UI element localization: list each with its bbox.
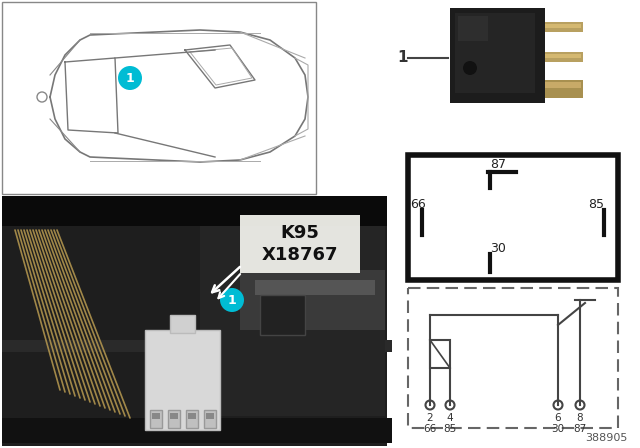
Bar (545, 82, 581, 88)
Circle shape (575, 401, 584, 409)
Bar (240, 215, 360, 273)
Bar (204, 410, 216, 428)
Text: 1: 1 (125, 72, 134, 85)
Bar (545, 54, 581, 58)
Circle shape (118, 66, 142, 90)
Text: 87: 87 (490, 158, 506, 171)
Bar (200, 226, 385, 416)
Bar (170, 413, 178, 419)
Bar (150, 410, 162, 428)
Text: 6: 6 (555, 413, 561, 423)
Bar (430, 340, 450, 368)
Bar (545, 84, 581, 88)
Text: 66: 66 (424, 424, 436, 434)
Text: 85: 85 (444, 424, 456, 434)
Text: 1: 1 (397, 51, 408, 65)
Bar (168, 410, 180, 428)
Circle shape (426, 401, 435, 409)
Bar (2, 340, 392, 352)
Circle shape (445, 401, 454, 409)
Bar (2, 196, 387, 446)
Bar (145, 330, 220, 430)
Bar (255, 280, 375, 295)
Bar (458, 16, 488, 41)
Bar (188, 413, 196, 419)
Bar (240, 270, 385, 330)
Text: 8: 8 (577, 413, 583, 423)
Bar (545, 80, 583, 98)
Circle shape (554, 401, 563, 409)
Bar (206, 413, 214, 419)
Text: 4: 4 (447, 413, 453, 423)
Text: 87: 87 (573, 424, 587, 434)
Text: 388905: 388905 (586, 433, 628, 443)
Bar (260, 295, 305, 335)
Bar (455, 13, 535, 93)
Bar (2, 2, 316, 194)
Text: K95: K95 (280, 224, 319, 242)
Bar (545, 52, 583, 62)
Bar (545, 82, 583, 92)
Text: 85: 85 (588, 198, 604, 211)
Text: 66: 66 (410, 198, 426, 211)
Bar (2, 196, 387, 226)
Bar (170, 315, 195, 333)
Text: 30: 30 (552, 424, 564, 434)
Bar (408, 288, 618, 428)
Text: 1: 1 (228, 293, 236, 306)
Bar (408, 155, 618, 280)
Bar (545, 22, 583, 32)
Circle shape (220, 288, 244, 312)
Text: 2: 2 (427, 413, 433, 423)
Circle shape (37, 92, 47, 102)
Text: X18767: X18767 (262, 246, 339, 264)
Bar (450, 8, 545, 103)
Bar (152, 413, 160, 419)
Bar (2, 418, 392, 443)
Bar (186, 410, 198, 428)
Circle shape (463, 61, 477, 75)
Bar (545, 24, 581, 28)
Text: 30: 30 (490, 241, 506, 254)
